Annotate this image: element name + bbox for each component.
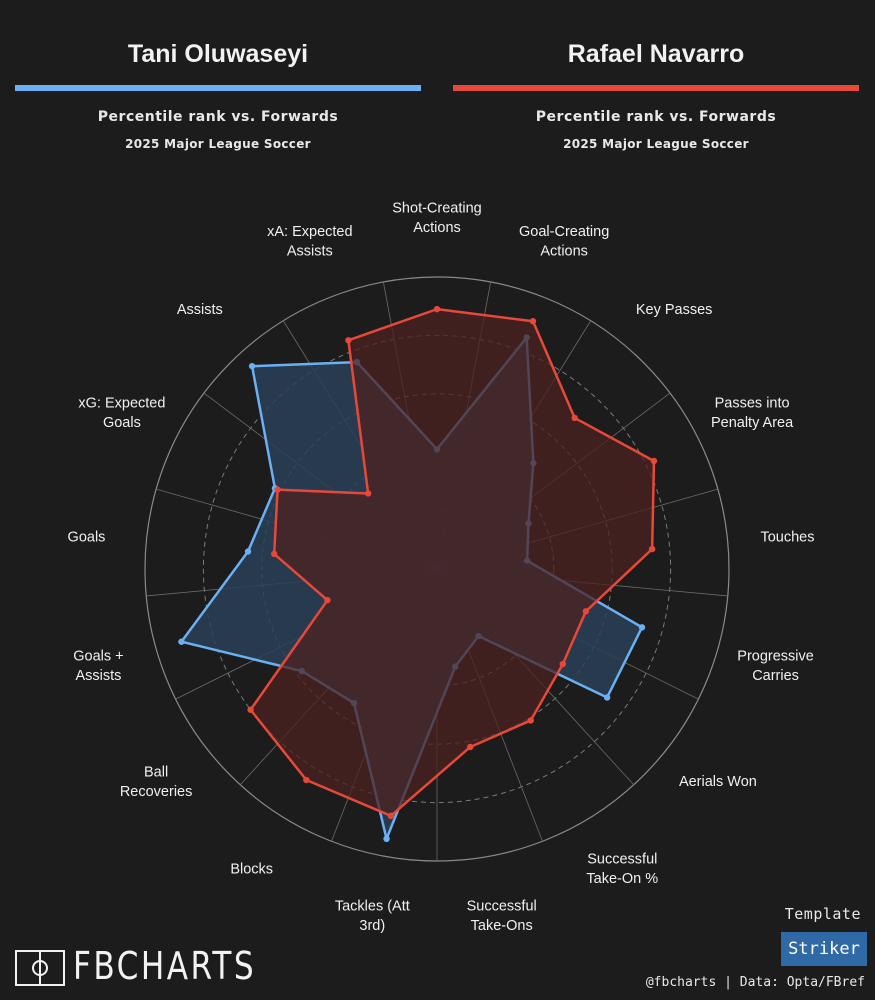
player-1-color-bar: [15, 85, 421, 91]
series-2-point: [650, 457, 658, 465]
axis-label: Goals + Assists: [73, 649, 123, 685]
axis-label: Passes into Penalty Area: [711, 395, 794, 431]
axis-label: Ball Recoveries: [120, 764, 193, 800]
axis-label: Assists: [177, 302, 223, 318]
series-2-point: [274, 486, 281, 493]
series-2-point: [559, 660, 567, 668]
series-2: [247, 305, 658, 820]
template-badge: Striker: [781, 932, 867, 966]
series-2-point: [324, 596, 331, 604]
series-1-point: [603, 694, 611, 701]
series-2-point: [247, 706, 254, 713]
axis-label: Goals: [68, 530, 106, 546]
axis-label: Progressive Carries: [737, 649, 814, 685]
series-2-point: [433, 305, 441, 313]
series-2-point: [582, 608, 590, 615]
player-2-color-bar: [453, 85, 859, 91]
player-1-competition: 2025 Major League Soccer: [125, 137, 311, 151]
axis-label: Successful Take-Ons: [467, 898, 537, 934]
series-2-point: [270, 550, 278, 558]
series-2-point: [529, 318, 537, 325]
axis-label: Successful Take-On %: [586, 852, 658, 888]
player-1-subtitle: Percentile rank vs. Forwards: [97, 109, 339, 125]
radar-axis-labels: Shot-Creating Actions Goal-Creating Actions…: [68, 200, 815, 934]
axis-label: xA: Expected Assists: [267, 224, 352, 260]
series-2-point: [467, 743, 474, 751]
series-1-point: [383, 835, 390, 843]
series-2-point: [303, 776, 310, 784]
series-1-point: [178, 638, 185, 645]
axis-label: Tackles (Att 3rd): [335, 898, 410, 934]
series-2-point: [387, 812, 395, 820]
player-2-subtitle: Percentile rank vs. Forwards: [535, 109, 777, 125]
player-2-competition: 2025 Major League Soccer: [563, 137, 749, 151]
player-2-name: Rafael Navarro: [567, 40, 745, 68]
series-2-point: [648, 545, 656, 553]
series-2-point: [527, 717, 534, 724]
axis-label: Blocks: [230, 861, 273, 877]
axis-label: Aerials Won: [679, 774, 757, 790]
player-1-name: Tani Oluwaseyi: [127, 40, 309, 68]
radar-series-layer: [178, 305, 658, 843]
axis-label: Shot-Creating Actions: [392, 200, 481, 236]
axis-label: Key Passes: [636, 302, 713, 318]
template-label: Template: [784, 905, 861, 923]
series-2-polygon: [249, 307, 656, 818]
series-2-point: [345, 337, 352, 344]
series-1-point: [244, 548, 252, 555]
series-2-point: [571, 414, 578, 422]
axis-label: Touches: [760, 530, 814, 546]
footer-credit: @fbcharts | Data: Opta/FBref: [645, 975, 865, 990]
series-2-point: [364, 490, 372, 497]
axis-label: xG: Expected Goals: [78, 395, 165, 431]
axis-label: Goal-Creating Actions: [519, 224, 609, 260]
pitch-logo-icon: [15, 950, 65, 986]
brand-logo-text: FBCHARTS: [73, 944, 257, 988]
series-1-point: [638, 624, 646, 631]
series-1-point: [248, 362, 256, 370]
